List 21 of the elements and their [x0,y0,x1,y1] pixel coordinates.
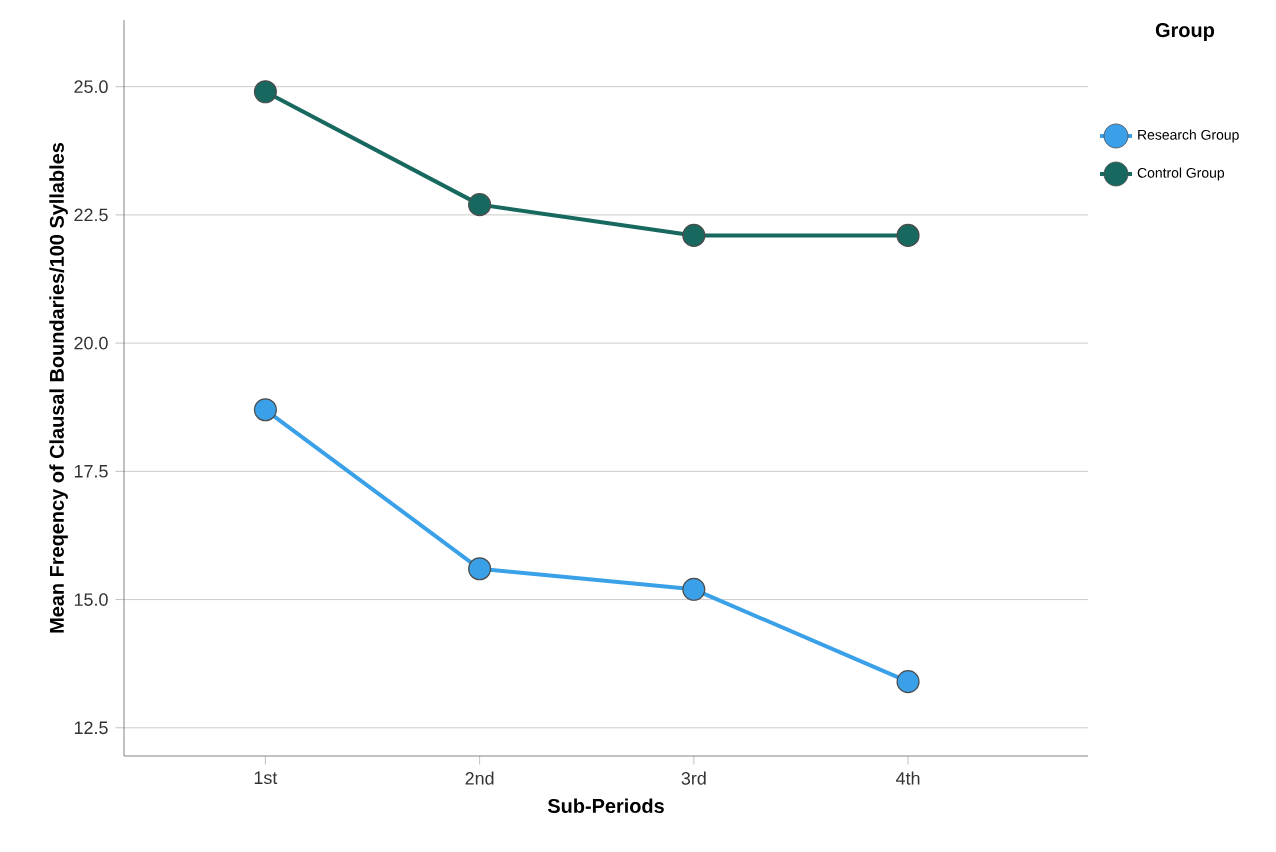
point [468,193,492,217]
x-tick-label: 1st [254,771,278,785]
point [682,577,706,601]
x-tick-label: 3rd [681,771,706,785]
point [896,670,920,694]
y-tick-label: 20.0 [74,336,108,350]
x-tick-label: 4th [896,771,920,785]
y-tick-label: 15.0 [74,593,108,606]
x-tick-label: 2nd [465,771,494,785]
point [468,557,492,581]
legend-title: Group [1155,23,1215,42]
point [253,80,277,104]
point [896,223,920,247]
x-axis-title: Sub-Periods [547,798,664,814]
point [682,223,706,247]
y-axis-title: Mean Freqency of Clausal Boundaries/100 Syllables [49,142,68,633]
y-tick-label: 12.5 [74,721,108,735]
y-tick-label: 25.0 [74,80,108,94]
point [253,398,277,422]
y-tick-label: 17.5 [74,465,108,478]
y-tick-label: 22.5 [74,208,108,222]
